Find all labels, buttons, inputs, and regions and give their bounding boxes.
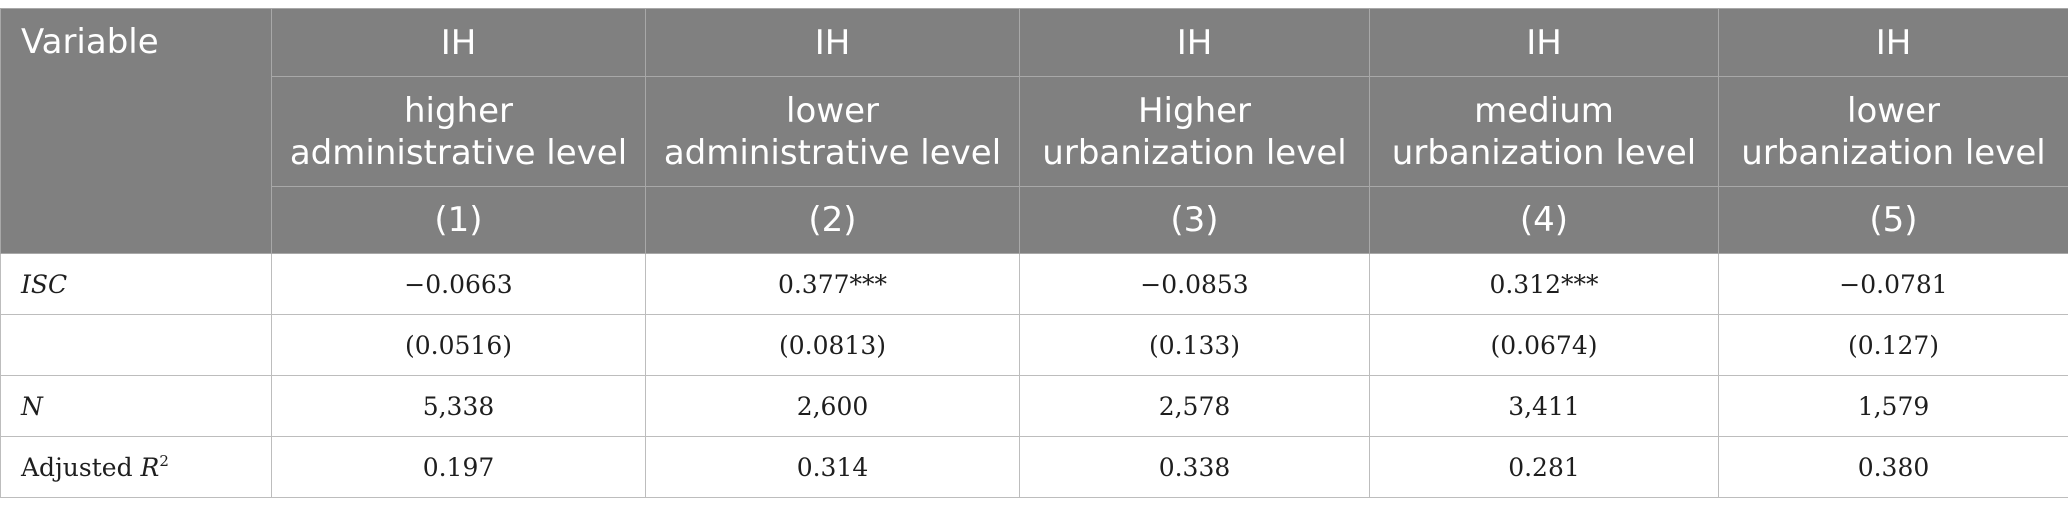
r2-2: 0.314 bbox=[645, 436, 1020, 498]
subgroup-1-line-2: administrative level bbox=[289, 132, 628, 173]
subgroup-header-2: lower administrative level bbox=[645, 76, 1020, 187]
header-row-column-numbers: (1) (2) (3) (4) (5) bbox=[1, 186, 2068, 254]
row-label-isc: ISC bbox=[0, 253, 272, 315]
n-4: 3,411 bbox=[1369, 375, 1719, 437]
n-5: 1,579 bbox=[1718, 375, 2068, 437]
r2-1: 0.197 bbox=[271, 436, 646, 498]
subgroup-1-line-1: higher bbox=[403, 90, 514, 131]
subgroup-4-line-1: medium bbox=[1474, 90, 1614, 131]
n-1: 5,338 bbox=[271, 375, 646, 437]
isc-coef-4: 0.312*** bbox=[1369, 253, 1719, 315]
subgroup-5-line-2: urbanization level bbox=[1741, 132, 2046, 173]
row-label-se bbox=[0, 314, 272, 376]
r2-5: 0.380 bbox=[1718, 436, 2068, 498]
se-2: (0.0813) bbox=[645, 314, 1020, 376]
table-row-n: N 5,338 2,600 2,578 3,411 1,579 bbox=[0, 375, 2068, 437]
subgroup-3-line-2: urbanization level bbox=[1042, 132, 1347, 173]
se-4: (0.0674) bbox=[1369, 314, 1719, 376]
dependent-header-3: IH bbox=[1019, 8, 1370, 77]
isc-coef-1: −0.0663 bbox=[271, 253, 646, 315]
table-row-standard-error: (0.0516) (0.0813) (0.133) (0.0674) (0.12… bbox=[0, 314, 2068, 376]
table-row-isc: ISC −0.0663 0.377*** −0.0853 0.312*** −0… bbox=[0, 253, 2068, 315]
row-label-adjusted-r2: Adjusted R2 bbox=[0, 436, 272, 498]
se-3: (0.133) bbox=[1019, 314, 1370, 376]
dependent-header-4: IH bbox=[1369, 8, 1719, 77]
subgroup-header-1: higher administrative level bbox=[271, 76, 646, 187]
isc-coef-2: 0.377*** bbox=[645, 253, 1020, 315]
subgroup-2-line-2: administrative level bbox=[663, 132, 1002, 173]
isc-coef-3: −0.0853 bbox=[1019, 253, 1370, 315]
column-number-4: (4) bbox=[1369, 186, 1719, 254]
header-row-subgroup: higher administrative level lower administ… bbox=[1, 76, 2068, 187]
column-number-1: (1) bbox=[271, 186, 646, 254]
dependent-header-2: IH bbox=[645, 8, 1020, 77]
column-number-2: (2) bbox=[645, 186, 1020, 254]
regression-table: Variable IH IH IH IH IH higher administra… bbox=[0, 8, 2068, 498]
r2-4: 0.281 bbox=[1369, 436, 1719, 498]
r2-3: 0.338 bbox=[1019, 436, 1370, 498]
adjusted-r2-prefix: Adjusted bbox=[21, 452, 141, 482]
isc-coef-5: −0.0781 bbox=[1718, 253, 2068, 315]
se-5: (0.127) bbox=[1718, 314, 2068, 376]
dependent-header-1: IH bbox=[271, 8, 646, 77]
subgroup-header-5: lower urbanization level bbox=[1718, 76, 2068, 187]
dependent-header-5: IH bbox=[1718, 8, 2068, 77]
variable-header: Variable bbox=[0, 8, 272, 254]
row-label-n: N bbox=[0, 375, 272, 437]
table-row-adjusted-r2: Adjusted R2 0.197 0.314 0.338 0.281 0.38… bbox=[0, 436, 2068, 498]
column-number-3: (3) bbox=[1019, 186, 1370, 254]
header-row-dependent: Variable IH IH IH IH IH bbox=[0, 8, 2068, 254]
n-2: 2,600 bbox=[645, 375, 1020, 437]
subgroup-2-line-1: lower bbox=[786, 90, 879, 131]
column-number-5: (5) bbox=[1718, 186, 2068, 254]
subgroup-3-line-1: Higher bbox=[1137, 90, 1252, 131]
subgroup-header-4: medium urbanization level bbox=[1369, 76, 1719, 187]
n-3: 2,578 bbox=[1019, 375, 1370, 437]
adjusted-r2-variable: R bbox=[140, 452, 160, 482]
subgroup-4-line-2: urbanization level bbox=[1391, 132, 1697, 173]
adjusted-r2-superscript: 2 bbox=[159, 451, 169, 470]
se-1: (0.0516) bbox=[271, 314, 646, 376]
subgroup-header-3: Higher urbanization level bbox=[1019, 76, 1370, 187]
subgroup-5-line-1: lower bbox=[1847, 90, 1940, 131]
